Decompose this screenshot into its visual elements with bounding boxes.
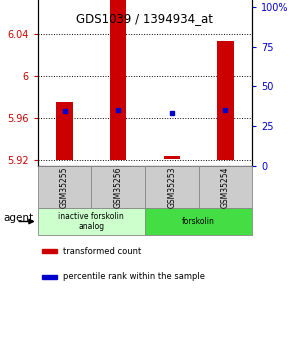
Bar (57, 102, 72, 160)
FancyBboxPatch shape (145, 166, 199, 208)
Text: GSM35256: GSM35256 (114, 166, 123, 208)
FancyBboxPatch shape (145, 208, 252, 235)
Text: inactive forskolin
analog: inactive forskolin analog (59, 212, 124, 231)
FancyBboxPatch shape (199, 166, 252, 208)
Text: forskolin: forskolin (182, 217, 215, 226)
Text: GSM35255: GSM35255 (60, 166, 69, 208)
Text: GSM35254: GSM35254 (221, 166, 230, 208)
Bar (42, 249, 57, 253)
Bar (42, 275, 57, 279)
FancyBboxPatch shape (38, 208, 145, 235)
Bar (164, 156, 180, 159)
Text: GSM35253: GSM35253 (167, 166, 176, 208)
Text: transformed count: transformed count (64, 247, 142, 256)
FancyBboxPatch shape (91, 166, 145, 208)
Text: GDS1039 / 1394934_at: GDS1039 / 1394934_at (77, 12, 213, 25)
Text: agent: agent (3, 213, 33, 223)
Text: percentile rank within the sample: percentile rank within the sample (64, 272, 205, 281)
Bar (110, 0, 126, 160)
Bar (218, 41, 233, 160)
FancyBboxPatch shape (38, 166, 91, 208)
